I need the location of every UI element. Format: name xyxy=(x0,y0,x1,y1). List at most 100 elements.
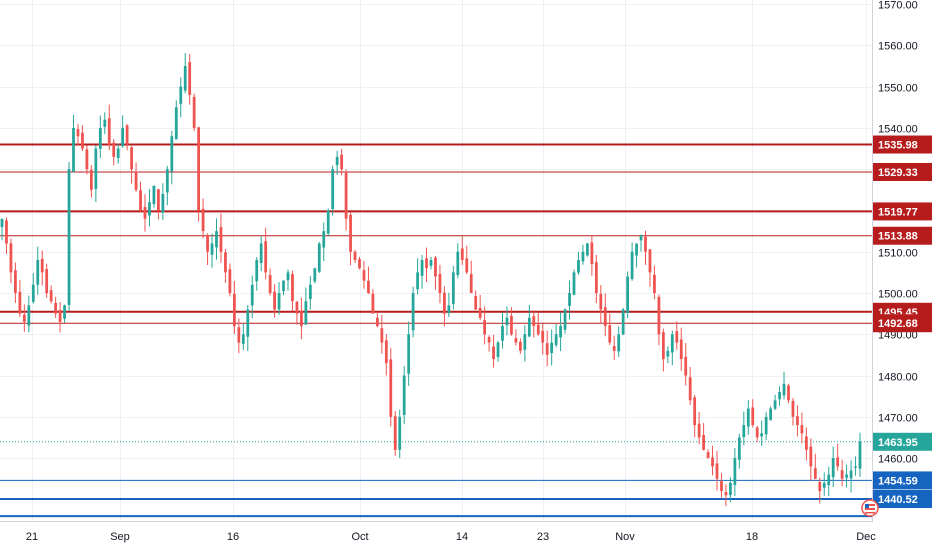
candle xyxy=(845,464,848,488)
candle-body xyxy=(94,148,98,189)
candle-body xyxy=(340,154,344,170)
level-tag-bg xyxy=(873,135,932,154)
candle xyxy=(603,293,607,337)
level-tag: 1535.98 xyxy=(873,135,932,154)
time-axis[interactable]: 21 Sep 16 Oct 14 23 Nov 18 Dec xyxy=(26,531,876,543)
candle xyxy=(559,312,562,352)
candle xyxy=(465,245,469,275)
candle xyxy=(157,189,160,220)
candle xyxy=(331,165,335,216)
candle-body xyxy=(362,270,366,281)
candle xyxy=(259,236,263,272)
candle-body xyxy=(58,310,62,322)
candle-body xyxy=(831,458,835,478)
level-tag-bg xyxy=(873,314,932,333)
candle-body xyxy=(657,296,661,335)
candle-body xyxy=(420,260,424,276)
level-tag: 1513.88 xyxy=(873,226,932,245)
candle-body xyxy=(559,326,562,338)
candle xyxy=(179,77,183,118)
candle-body xyxy=(344,172,348,219)
candle-body xyxy=(9,243,13,273)
candle xyxy=(58,301,62,333)
candle xyxy=(429,257,433,270)
candle xyxy=(416,258,419,295)
y-tick-label: 1570.00 xyxy=(878,0,918,12)
candle xyxy=(840,459,844,487)
candle-body xyxy=(764,416,768,435)
candle xyxy=(778,386,781,406)
candle xyxy=(706,449,710,459)
candle-body xyxy=(228,269,232,294)
candle xyxy=(295,300,299,325)
candle xyxy=(769,406,773,421)
candle xyxy=(112,139,116,166)
y-tick-label: 1500.00 xyxy=(878,289,918,301)
candle-body xyxy=(0,218,4,227)
candle xyxy=(594,254,598,304)
candle-body xyxy=(603,307,607,327)
candle-body xyxy=(170,136,174,172)
candle-body xyxy=(232,293,236,327)
candle xyxy=(85,145,89,175)
candle-body xyxy=(773,400,777,409)
candle-body xyxy=(98,127,102,149)
current-price-tag-bg xyxy=(873,432,932,451)
candle xyxy=(612,335,616,361)
price-axis[interactable]: 1450.001460.001470.001480.001490.001500.… xyxy=(878,0,918,507)
candle-body xyxy=(206,234,209,252)
candle-body xyxy=(416,272,419,290)
candle-body xyxy=(112,142,116,157)
candle-body xyxy=(492,346,495,360)
candle xyxy=(215,218,218,260)
candle-body xyxy=(353,251,357,260)
level-tag: 1529.33 xyxy=(873,162,932,181)
candle-body xyxy=(501,326,504,341)
y-tick-label: 1490.00 xyxy=(878,330,918,342)
candle-body xyxy=(188,62,192,95)
candle-body xyxy=(818,482,822,492)
candle-body xyxy=(679,339,683,360)
candle xyxy=(796,405,799,437)
candle xyxy=(635,243,638,268)
candle-body xyxy=(14,270,17,294)
x-tick-label: 14 xyxy=(456,531,468,543)
flag-icon[interactable] xyxy=(861,499,879,517)
candle-body xyxy=(434,257,437,277)
candle xyxy=(18,280,22,318)
candle xyxy=(545,330,549,367)
candle xyxy=(630,242,634,281)
candle xyxy=(608,313,612,346)
candle xyxy=(532,310,536,338)
candle-body xyxy=(107,118,111,145)
candle xyxy=(483,306,487,345)
candle xyxy=(36,246,40,295)
candle xyxy=(733,447,737,497)
candle-body xyxy=(259,243,263,264)
candle xyxy=(639,234,643,252)
candle-body xyxy=(282,280,285,291)
candle-body xyxy=(215,231,218,248)
candle-body xyxy=(411,293,415,331)
y-tick-label: 1460.00 xyxy=(878,454,918,466)
candle xyxy=(134,162,138,192)
candle xyxy=(729,477,732,503)
candle-body xyxy=(443,292,446,314)
candle xyxy=(367,266,370,295)
candle xyxy=(518,338,522,355)
candle xyxy=(675,321,679,350)
candle-body xyxy=(389,359,393,417)
candle xyxy=(688,367,692,406)
candle-body xyxy=(518,341,522,351)
level-tag: 1519.77 xyxy=(873,202,932,221)
candle-body xyxy=(804,436,808,450)
candle xyxy=(554,323,558,348)
candle xyxy=(282,280,285,296)
candle xyxy=(818,477,822,504)
candle xyxy=(358,256,361,270)
candle xyxy=(720,473,723,498)
candle xyxy=(308,276,312,310)
candle-body xyxy=(809,446,813,467)
candle xyxy=(241,323,245,351)
